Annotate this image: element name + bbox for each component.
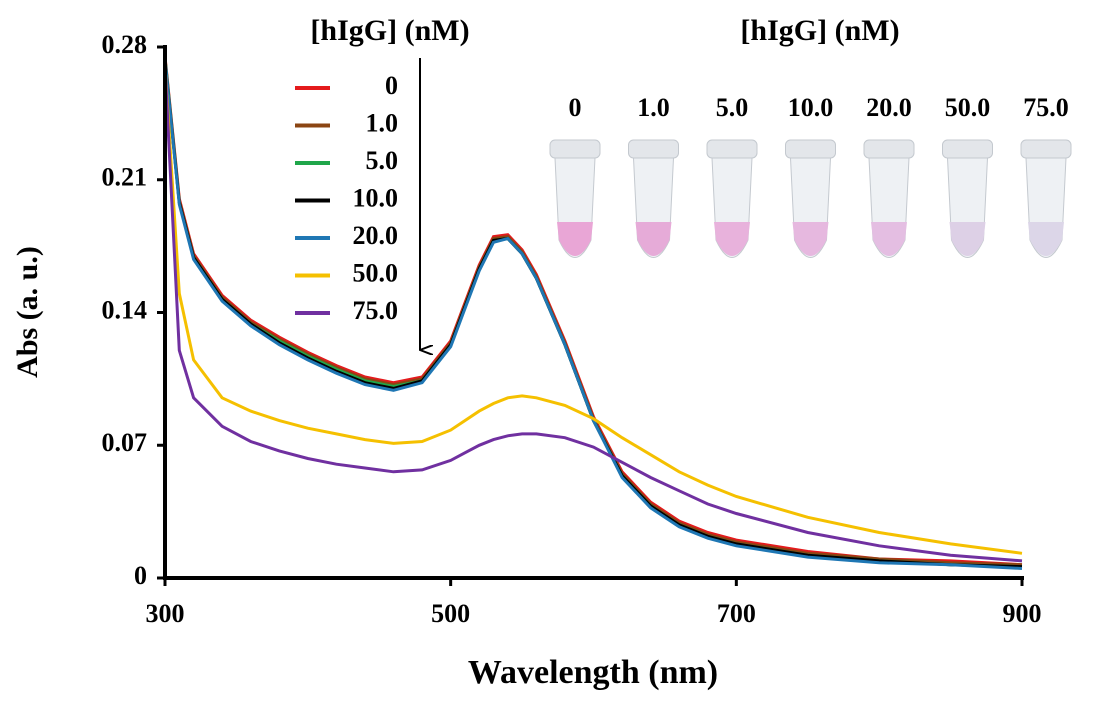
tube-liquid [949, 222, 986, 256]
tube-cap [785, 139, 836, 159]
tube-liquid [635, 222, 672, 256]
series-line [163, 60, 1023, 569]
legend-label: 10.0 [353, 183, 399, 212]
y-tick-label: 0 [134, 561, 147, 590]
legend-label: 0 [385, 71, 398, 100]
y-tick-label: 0.21 [102, 163, 148, 192]
inset-label: 20.0 [866, 93, 912, 122]
inset-label: 10.0 [788, 93, 834, 122]
tube-cap [863, 139, 915, 159]
x-tick-label: 900 [1003, 599, 1042, 628]
inset-label: 0 [569, 93, 582, 122]
legend-label: 1.0 [366, 108, 399, 137]
x-tick-label: 500 [431, 599, 470, 628]
tube-liquid [714, 222, 750, 256]
series-line [163, 56, 1023, 567]
tube-inset: 0 1.0 5.0 10.0 20.0 50.0 75.0 [549, 93, 1072, 258]
tube-liquid [1028, 222, 1064, 256]
inset-label: 50.0 [945, 93, 991, 122]
tube-cap [706, 139, 758, 159]
series-line [163, 58, 1023, 569]
tube-liquid [557, 222, 593, 256]
series-line [163, 65, 1023, 563]
inset-title: [hIgG] (nM) [740, 14, 899, 47]
tube-cap [549, 139, 601, 159]
legend-label: 20.0 [353, 221, 399, 250]
y-tick-label: 0.28 [102, 30, 148, 59]
tube-liquid [792, 222, 829, 256]
tube-liquid [871, 222, 907, 256]
legend-title: [hIgG] (nM) [310, 14, 469, 47]
series-line [163, 60, 1023, 570]
x-axis-title: Wavelength (nm) [468, 654, 718, 691]
legend-label: 5.0 [366, 146, 399, 175]
inset-label: 75.0 [1023, 93, 1069, 122]
x-tick-label: 300 [146, 599, 185, 628]
inset-label: 5.0 [716, 93, 749, 122]
tube-cap [942, 139, 993, 159]
y-axis-title: Abs (a. u.) [11, 246, 44, 378]
series-line [163, 58, 1023, 567]
inset-label: 1.0 [637, 93, 670, 122]
tube-cap [1020, 139, 1072, 159]
legend-label: 50.0 [353, 258, 399, 287]
tube-cap [628, 139, 679, 159]
y-tick-label: 0.14 [102, 295, 148, 324]
x-tick-label: 700 [717, 599, 756, 628]
series-line [163, 65, 1023, 555]
y-tick-label: 0.07 [102, 428, 148, 457]
legend-label: 75.0 [353, 296, 399, 325]
